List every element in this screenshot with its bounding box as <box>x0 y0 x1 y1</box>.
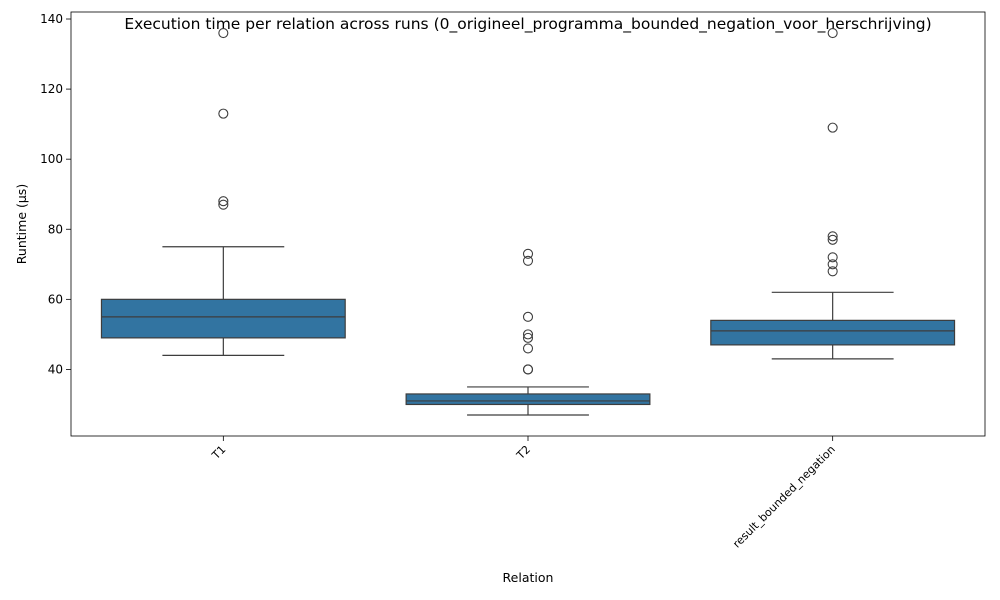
x-axis-label: Relation <box>503 570 554 585</box>
x-axis: T1 T2 result_bounded_negation <box>209 436 838 550</box>
outlier-point <box>827 122 838 133</box>
y-axis-label: Runtime (µs) <box>14 184 29 264</box>
outlier-point <box>827 27 838 39</box>
x-tick-label: T2 <box>514 443 534 463</box>
outlier-point <box>827 231 838 242</box>
outlier-point <box>522 332 534 343</box>
y-axis: 40 60 80 100 120 140 <box>40 12 71 376</box>
outlier-point <box>218 199 229 210</box>
plot-frame <box>70 11 986 437</box>
box-group-result_bounded_negation <box>710 27 956 360</box>
y-tick-label: 40 <box>48 362 63 376</box>
chart-title: Execution time per relation across runs … <box>124 15 931 34</box>
outlier-point <box>522 343 534 354</box>
outlier-point <box>522 329 534 340</box>
x-tick-label: result_bounded_negation <box>730 443 838 551</box>
outlier-point <box>218 196 229 207</box>
y-tick-label: 80 <box>48 222 63 236</box>
outlier-point <box>218 27 229 39</box>
y-tick-label: 60 <box>48 292 63 306</box>
y-tick-label: 120 <box>40 82 63 96</box>
box-group-T1 <box>100 27 346 357</box>
iqr-box <box>405 393 651 406</box>
outlier-point <box>827 252 838 263</box>
x-tick-label: T1 <box>209 443 229 463</box>
iqr-box <box>710 319 956 346</box>
outlier-point <box>522 255 534 266</box>
iqr-box <box>100 298 346 339</box>
outlier-point <box>522 364 534 375</box>
y-tick-label: 140 <box>40 12 63 26</box>
y-tick-label: 100 <box>40 152 63 166</box>
outlier-point <box>827 259 838 270</box>
outlier-point <box>218 108 229 119</box>
outlier-point <box>522 248 534 259</box>
outlier-point <box>827 234 838 245</box>
outlier-point <box>522 311 534 322</box>
box-group-T2 <box>405 248 651 416</box>
outlier-point <box>827 266 838 277</box>
plot-area <box>100 27 956 416</box>
